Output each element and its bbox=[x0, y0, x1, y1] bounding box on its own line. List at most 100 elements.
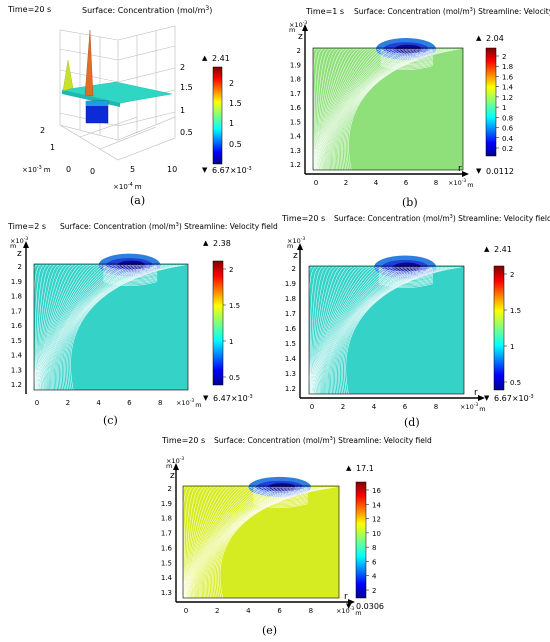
panel-d-z-tick: 1.6 bbox=[285, 325, 297, 333]
panel-e-r-tick: 6 bbox=[277, 607, 282, 615]
svg-text:2: 2 bbox=[180, 63, 185, 72]
panel-c-z-tick: 1.7 bbox=[11, 307, 22, 315]
panel-b-colorbar-tick: 1.2 bbox=[502, 94, 513, 102]
panel-b-scale-label: ×10-3 m bbox=[289, 20, 307, 34]
panel-a-colorbar-min: 6.67×10-3 bbox=[212, 166, 252, 175]
panel-e-colorbar-tick: 8 bbox=[372, 544, 376, 552]
panel-e-r-label: r bbox=[344, 592, 348, 602]
panel-b-colorbar-max: 2.04 bbox=[486, 34, 504, 43]
panel-d-colorbar-tick: 2 bbox=[510, 271, 514, 279]
panel-a-caption: (a) bbox=[130, 194, 145, 207]
svg-text:1: 1 bbox=[180, 106, 185, 115]
panel-b-time-label: Time=1 s bbox=[305, 7, 344, 16]
svg-text:0: 0 bbox=[90, 167, 95, 176]
panel-a-y-ticks: 2 1 0 bbox=[40, 126, 71, 174]
panel-d-r-tick: 0 bbox=[310, 403, 314, 411]
panel-d-r-axis: r bbox=[300, 388, 485, 401]
panel-c-colorbar-tick: 1 bbox=[229, 338, 233, 346]
panel-b-z-tick: 1.5 bbox=[290, 118, 301, 126]
panel-e-plot-frame bbox=[182, 485, 340, 599]
panel-e-z-tick: 1.3 bbox=[161, 589, 172, 597]
panel-d-z-tick: 1.3 bbox=[285, 370, 296, 378]
panel-c-r-tick: 8 bbox=[158, 399, 162, 407]
panel-e-z-tick: 2 bbox=[168, 485, 172, 493]
panel-e-z-tick: 1.5 bbox=[161, 559, 172, 567]
panel-d-r-tick: 8 bbox=[434, 403, 438, 411]
panel-c-r-tick: 0 bbox=[35, 399, 39, 407]
colorbar-max-marker: ▲ bbox=[203, 239, 209, 247]
panel-d-colorbar-min: 6.67×10-3 bbox=[494, 394, 534, 403]
panel-a-y-scale: ×10-3 m bbox=[22, 165, 51, 174]
panel-e-colorbar-tick: 4 bbox=[372, 573, 377, 581]
svg-text:1.5: 1.5 bbox=[229, 99, 242, 108]
panel-b-r-tick: 2 bbox=[344, 179, 348, 187]
panel-e-caption: (e) bbox=[262, 624, 277, 637]
panel-c-z-tick: 1.4 bbox=[11, 352, 23, 360]
panel-e-z-label: z bbox=[170, 471, 175, 481]
panel-b-z-tick: 1.3 bbox=[290, 147, 301, 155]
panel-c-colorbar-tick: 1.5 bbox=[229, 302, 240, 310]
panel-a-surface-plateau bbox=[61, 81, 173, 104]
panel-d-r-tick: 4 bbox=[372, 403, 377, 411]
svg-text:0.5: 0.5 bbox=[180, 128, 193, 137]
panel-d-z-tick: 1.2 bbox=[285, 385, 296, 393]
panel-d-colorbar: ▲ 2.41 2 1.5 1 0.5 ▼ 6.67×10-3 bbox=[484, 245, 534, 403]
panel-b-colorbar-tick: 1.4 bbox=[502, 84, 514, 92]
panel-a-colorbar: ▲ 2.41 2 1.5 1 0.5 ▼ 6.67×10-3 bbox=[202, 54, 252, 175]
panel-b-z-label: z bbox=[298, 32, 303, 42]
panel-b-z-tick: 1.7 bbox=[290, 90, 301, 98]
panel-b-z-tick: 1.8 bbox=[290, 76, 301, 84]
panel-b-r-label: r bbox=[458, 164, 462, 174]
panel-b-z-tick: 1.4 bbox=[290, 133, 302, 141]
panel-d-colorbar-tick: 1.5 bbox=[510, 307, 521, 315]
colorbar-min-marker: ▼ bbox=[476, 167, 482, 175]
panel-d-z-tick: 1.4 bbox=[285, 355, 297, 363]
svg-text:10: 10 bbox=[167, 165, 177, 174]
svg-text:5: 5 bbox=[130, 165, 135, 174]
panel-b-colorbar: ▲ 2.04 2 1.8 1.6 1.4 1.2 1 0.8 0.6 0.4 0.2 ▼ 0.0112 bbox=[476, 34, 514, 176]
colorbar-max-marker: ▲ bbox=[476, 34, 482, 42]
colorbar-max-marker: ▲ bbox=[346, 464, 352, 472]
panel-d-r-scale: ×10-3m bbox=[460, 402, 486, 413]
panel-b-plot-frame bbox=[312, 47, 464, 171]
panel-b-r-tick: 0 bbox=[314, 179, 318, 187]
panel-c-z-tick: 1.9 bbox=[11, 278, 22, 286]
panel-d-z-tick: 1.7 bbox=[285, 310, 296, 318]
panel-b-colorbar-min: 0.0112 bbox=[486, 167, 514, 176]
panel-c-colorbar-min: 6.47×10-3 bbox=[213, 394, 253, 403]
panel-e-colorbar-min: 0.0306 bbox=[356, 602, 384, 611]
panel-c: Time=2 s Surface: Concentration (mol/m3) … bbox=[7, 222, 278, 427]
panel-c-r-tick: 2 bbox=[66, 399, 70, 407]
panel-c-r-scale: ×10-3m bbox=[176, 398, 202, 409]
panel-e-time-label: Time=20 s bbox=[161, 436, 205, 445]
panel-d-r-tick: 2 bbox=[341, 403, 345, 411]
panel-b-r-tick: 6 bbox=[404, 179, 409, 187]
panel-a-3d-axes bbox=[59, 25, 176, 161]
panel-c-colorbar-max: 2.38 bbox=[213, 239, 231, 248]
panel-a-peak-spike bbox=[84, 29, 94, 97]
panel-c-z-tick: 1.2 bbox=[11, 381, 22, 389]
panel-c-time-label: Time=2 s bbox=[7, 222, 46, 231]
panel-c-z-axis: z bbox=[17, 241, 29, 394]
panel-e-z-tick: 1.8 bbox=[161, 515, 172, 523]
panel-c-z-tick: 1.3 bbox=[11, 366, 22, 374]
panel-b-z-tick: 1.6 bbox=[290, 104, 302, 112]
panel-d-z-label: z bbox=[293, 251, 298, 261]
svg-text:2: 2 bbox=[229, 79, 234, 88]
svg-text:2: 2 bbox=[40, 126, 45, 135]
svg-text:0.5: 0.5 bbox=[229, 140, 242, 149]
panel-b-plot-title: Surface: Concentration (mol/m3) Streamli… bbox=[354, 7, 550, 16]
panel-e-colorbar-tick: 2 bbox=[372, 587, 376, 595]
panel-e-r-tick: 2 bbox=[215, 607, 219, 615]
panel-e-z-tick: 1.7 bbox=[161, 530, 172, 538]
panel-e-r-tick: 4 bbox=[246, 607, 251, 615]
panel-e-colorbar-tick: 14 bbox=[372, 501, 381, 509]
panel-a-plot-title: Surface: Concentration (mol/m3) bbox=[82, 5, 212, 15]
svg-text:▲: ▲ bbox=[202, 54, 208, 62]
panel-c-z-tick: 2 bbox=[18, 263, 22, 271]
panel-b-colorbar-tick: 0.4 bbox=[502, 135, 514, 143]
colorbar-min-marker: ▼ bbox=[484, 394, 490, 402]
panel-c-z-tick: 1.8 bbox=[11, 293, 22, 301]
panel-d-r-label: r bbox=[474, 388, 478, 398]
